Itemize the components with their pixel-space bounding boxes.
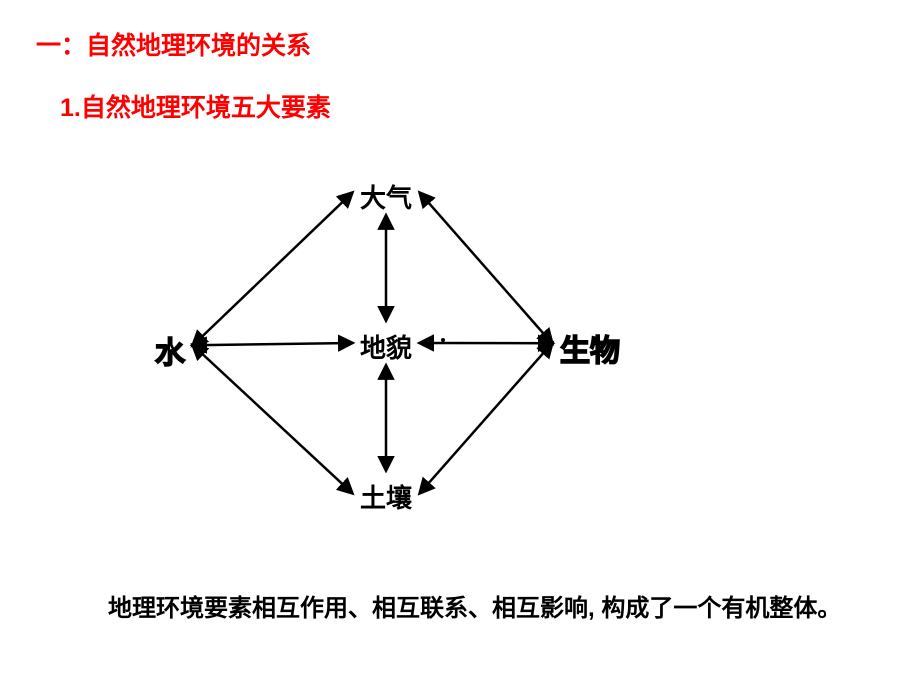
node-landform: 地貌: [360, 328, 412, 365]
node-biology: 生物: [560, 326, 620, 370]
node-water: 水: [155, 328, 185, 372]
diagram-caption: 地理环境要素相互作用、相互联系、相互影响, 构成了一个有机整体。: [60, 590, 880, 627]
node-atmosphere: 大气: [360, 178, 412, 215]
node-soil: 土壤: [360, 478, 412, 515]
subsection-heading: 1.自然地理环境五大要素: [60, 88, 331, 124]
section-heading: 一：自然地理环境的关系: [36, 26, 311, 62]
